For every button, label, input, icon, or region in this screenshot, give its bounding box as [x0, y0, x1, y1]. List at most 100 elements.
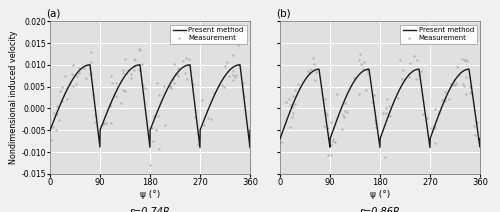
- Measurement: [146, 163, 154, 166]
- Measurement: [68, 72, 76, 76]
- Measurement: [174, 74, 182, 77]
- Measurement: [69, 85, 77, 88]
- Measurement: [136, 48, 144, 52]
- Measurement: [460, 84, 468, 87]
- Present method: [466, 68, 472, 70]
- Measurement: [398, 77, 406, 81]
- Measurement: [50, 111, 58, 114]
- Measurement: [168, 87, 175, 90]
- Measurement: [396, 59, 404, 62]
- Measurement: [304, 70, 312, 73]
- Measurement: [416, 38, 424, 41]
- Measurement: [363, 69, 371, 72]
- Present method: [277, 138, 283, 140]
- Measurement: [454, 66, 462, 69]
- Measurement: [355, 58, 363, 61]
- Measurement: [102, 121, 110, 125]
- Measurement: [80, 66, 88, 70]
- Measurement: [323, 113, 331, 116]
- Measurement: [154, 81, 162, 84]
- Measurement: [356, 62, 364, 66]
- Measurement: [150, 114, 158, 117]
- Measurement: [291, 102, 299, 106]
- Present method: [47, 129, 53, 131]
- Present method: [57, 103, 63, 106]
- Measurement: [456, 73, 464, 76]
- Measurement: [160, 84, 168, 88]
- Measurement: [460, 83, 468, 86]
- Measurement: [417, 69, 425, 73]
- Measurement: [69, 63, 77, 67]
- Measurement: [166, 84, 174, 88]
- Measurement: [419, 112, 427, 116]
- Measurement: [152, 128, 160, 132]
- Present method: [434, 117, 440, 119]
- Measurement: [343, 110, 351, 113]
- Measurement: [413, 58, 421, 61]
- Measurement: [370, 94, 378, 97]
- Measurement: [118, 69, 126, 72]
- Measurement: [333, 92, 341, 95]
- Measurement: [450, 79, 458, 82]
- Measurement: [312, 70, 320, 74]
- Measurement: [155, 93, 163, 97]
- Present method: [139, 80, 145, 82]
- Line: Present method: Present method: [280, 69, 480, 148]
- Measurement: [120, 89, 128, 92]
- Measurement: [58, 85, 66, 88]
- Measurement: [340, 116, 348, 119]
- Measurement: [225, 74, 233, 77]
- Measurement: [130, 68, 138, 72]
- Measurement: [287, 103, 295, 106]
- Measurement: [198, 98, 205, 102]
- Measurement: [326, 143, 334, 146]
- Measurement: [282, 100, 290, 104]
- Measurement: [106, 103, 114, 107]
- Measurement: [451, 84, 459, 87]
- Measurement: [441, 90, 449, 93]
- Measurement: [119, 71, 127, 75]
- Measurement: [430, 125, 438, 128]
- Present method: [144, 124, 150, 126]
- Measurement: [359, 67, 367, 70]
- Measurement: [128, 73, 136, 76]
- Measurement: [328, 153, 336, 156]
- Measurement: [136, 48, 143, 51]
- Measurement: [100, 121, 108, 125]
- Measurement: [138, 62, 146, 66]
- Measurement: [450, 83, 458, 87]
- Measurement: [340, 102, 348, 105]
- Measurement: [436, 111, 444, 114]
- Measurement: [394, 96, 402, 100]
- Measurement: [48, 138, 56, 141]
- Measurement: [82, 77, 90, 80]
- Measurement: [239, 81, 247, 84]
- Text: r=0.86R: r=0.86R: [360, 207, 401, 212]
- Measurement: [331, 141, 339, 144]
- Text: (a): (a): [46, 8, 60, 18]
- Y-axis label: Nondimensional induced velocity: Nondimensional induced velocity: [10, 31, 18, 164]
- Measurement: [135, 68, 143, 71]
- Measurement: [442, 99, 450, 102]
- Measurement: [438, 99, 446, 102]
- Present method: [369, 89, 375, 91]
- Measurement: [324, 132, 332, 135]
- Measurement: [432, 141, 440, 145]
- Measurement: [286, 125, 294, 128]
- Measurement: [53, 112, 61, 116]
- Measurement: [410, 54, 418, 58]
- Measurement: [112, 81, 120, 85]
- Measurement: [228, 79, 236, 82]
- Measurement: [170, 62, 178, 65]
- Measurement: [221, 64, 229, 68]
- Legend: Present method, Measurement: Present method, Measurement: [170, 25, 246, 44]
- Measurement: [139, 83, 147, 86]
- Measurement: [460, 58, 468, 61]
- Measurement: [62, 74, 70, 77]
- Measurement: [206, 117, 214, 121]
- Measurement: [406, 75, 413, 78]
- Present method: [197, 146, 203, 149]
- Measurement: [108, 121, 116, 124]
- Measurement: [200, 123, 207, 127]
- Measurement: [182, 56, 190, 59]
